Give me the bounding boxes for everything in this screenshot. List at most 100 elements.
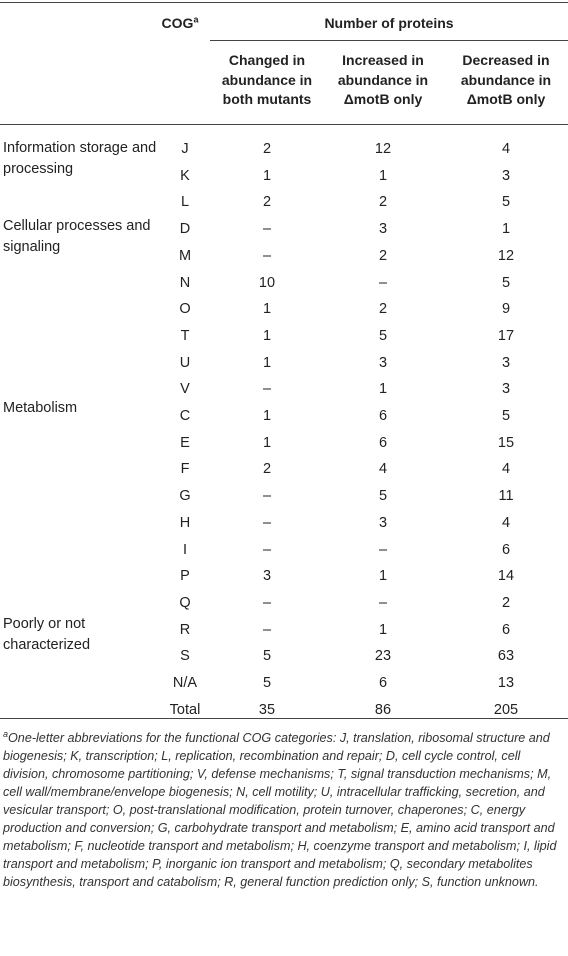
cell-changed: 1 (262, 435, 272, 451)
cell-increased: 23 (374, 648, 392, 664)
cell-decreased: 205 (493, 702, 519, 718)
cell-decreased: 6 (501, 542, 511, 558)
cog-header: COGa (161, 14, 199, 31)
cell-cog: E (180, 435, 190, 451)
col-decreased-header: Decreased in abundance in ΔmotB only (460, 52, 552, 107)
cell-changed: – (262, 622, 272, 638)
cell-changed: 10 (258, 275, 276, 291)
cell-changed: 35 (258, 702, 276, 718)
cell-increased: 4 (378, 461, 388, 477)
cell-decreased: 14 (497, 568, 515, 584)
cell-increased: 1 (378, 622, 388, 638)
cell-changed: 3 (262, 568, 272, 584)
footnote-text: One-letter abbreviations for the functio… (3, 731, 557, 889)
cell-cog: M (178, 248, 192, 264)
cell-decreased: 1 (501, 221, 511, 237)
cell-increased: 5 (378, 488, 388, 504)
cell-decreased: 5 (501, 194, 511, 210)
footnote-marker: a (3, 728, 9, 739)
cell-decreased: 4 (501, 141, 511, 157)
number-of-proteins-header: Number of proteins (324, 15, 454, 31)
cell-cog: S (180, 648, 190, 664)
cell-increased: 6 (378, 435, 388, 451)
cell-cog: P (180, 568, 190, 584)
cell-decreased: 3 (501, 381, 511, 397)
cell-cog: O (179, 301, 191, 317)
cog-header-sup: a (193, 14, 199, 25)
cell-decreased: 11 (498, 488, 514, 504)
cell-decreased: 9 (501, 301, 511, 317)
group-label: Poorly or not characterized (3, 616, 91, 653)
cell-decreased: 3 (501, 168, 511, 184)
cell-cog: V (180, 381, 190, 397)
cell-cog: N/A (172, 675, 198, 691)
cell-cog: L (180, 194, 190, 210)
footnote: aOne-letter abbreviations for the functi… (3, 729, 565, 891)
cell-decreased: 4 (501, 515, 511, 531)
cell-cog: Total (169, 702, 201, 718)
cell-changed: – (262, 381, 272, 397)
cell-changed: 5 (262, 675, 272, 691)
cell-increased: – (378, 542, 388, 558)
cell-decreased: 5 (501, 275, 511, 291)
cell-cog: H (179, 515, 191, 531)
cell-decreased: 63 (497, 648, 515, 664)
cell-cog: Q (179, 595, 191, 611)
col-increased-mutant: ΔmotB only (343, 91, 423, 107)
cell-changed: 1 (262, 168, 272, 184)
group-label: Information storage and processing (3, 140, 157, 177)
cell-decreased: 6 (501, 622, 511, 638)
cell-increased: 86 (374, 702, 392, 718)
bottom-rule (0, 718, 568, 719)
cell-decreased: 13 (497, 675, 515, 691)
group-underline (210, 40, 568, 41)
cell-increased: 2 (378, 248, 388, 264)
cell-increased: 12 (374, 141, 392, 157)
cell-decreased: 4 (501, 461, 511, 477)
cell-increased: 3 (378, 515, 388, 531)
cell-increased: 6 (378, 675, 388, 691)
cell-changed: 1 (262, 301, 272, 317)
col-increased-header: Increased in abundance in ΔmotB only (337, 52, 429, 107)
cell-changed: – (262, 595, 272, 611)
cell-increased: 5 (378, 328, 388, 344)
cell-cog: N (179, 275, 191, 291)
cell-increased: 1 (378, 568, 388, 584)
cell-decreased: 5 (501, 408, 511, 424)
cell-cog: J (181, 141, 189, 157)
cell-increased: – (378, 275, 388, 291)
cell-changed: 1 (262, 355, 272, 371)
cell-cog: U (179, 355, 191, 371)
cell-cog: G (179, 488, 191, 504)
top-rule (0, 2, 568, 3)
cell-changed: 1 (262, 408, 272, 424)
cell-decreased: 3 (501, 355, 511, 371)
cell-changed: – (262, 542, 272, 558)
cell-decreased: 17 (497, 328, 515, 344)
cell-cog: T (180, 328, 190, 344)
cell-increased: 1 (378, 168, 388, 184)
cell-increased: 2 (378, 194, 388, 210)
cell-changed: – (262, 248, 272, 264)
cell-increased: 6 (378, 408, 388, 424)
group-label: Metabolism (3, 400, 78, 416)
cell-changed: 1 (262, 328, 272, 344)
cell-changed: 5 (262, 648, 272, 664)
cell-increased: 2 (378, 301, 388, 317)
cell-increased: 1 (378, 381, 388, 397)
cell-decreased: 15 (497, 435, 515, 451)
cell-increased: 3 (378, 221, 388, 237)
cell-changed: 2 (262, 194, 272, 210)
cell-changed: – (262, 221, 272, 237)
cell-decreased: 12 (497, 248, 515, 264)
cell-changed: – (262, 515, 272, 531)
cell-decreased: 2 (501, 595, 511, 611)
cell-changed: 2 (262, 141, 272, 157)
cell-cog: K (180, 168, 190, 184)
cell-increased: 3 (378, 355, 388, 371)
cell-cog: I (182, 542, 188, 558)
cell-cog: D (179, 221, 191, 237)
cell-changed: – (262, 488, 272, 504)
header-rule (0, 124, 568, 125)
